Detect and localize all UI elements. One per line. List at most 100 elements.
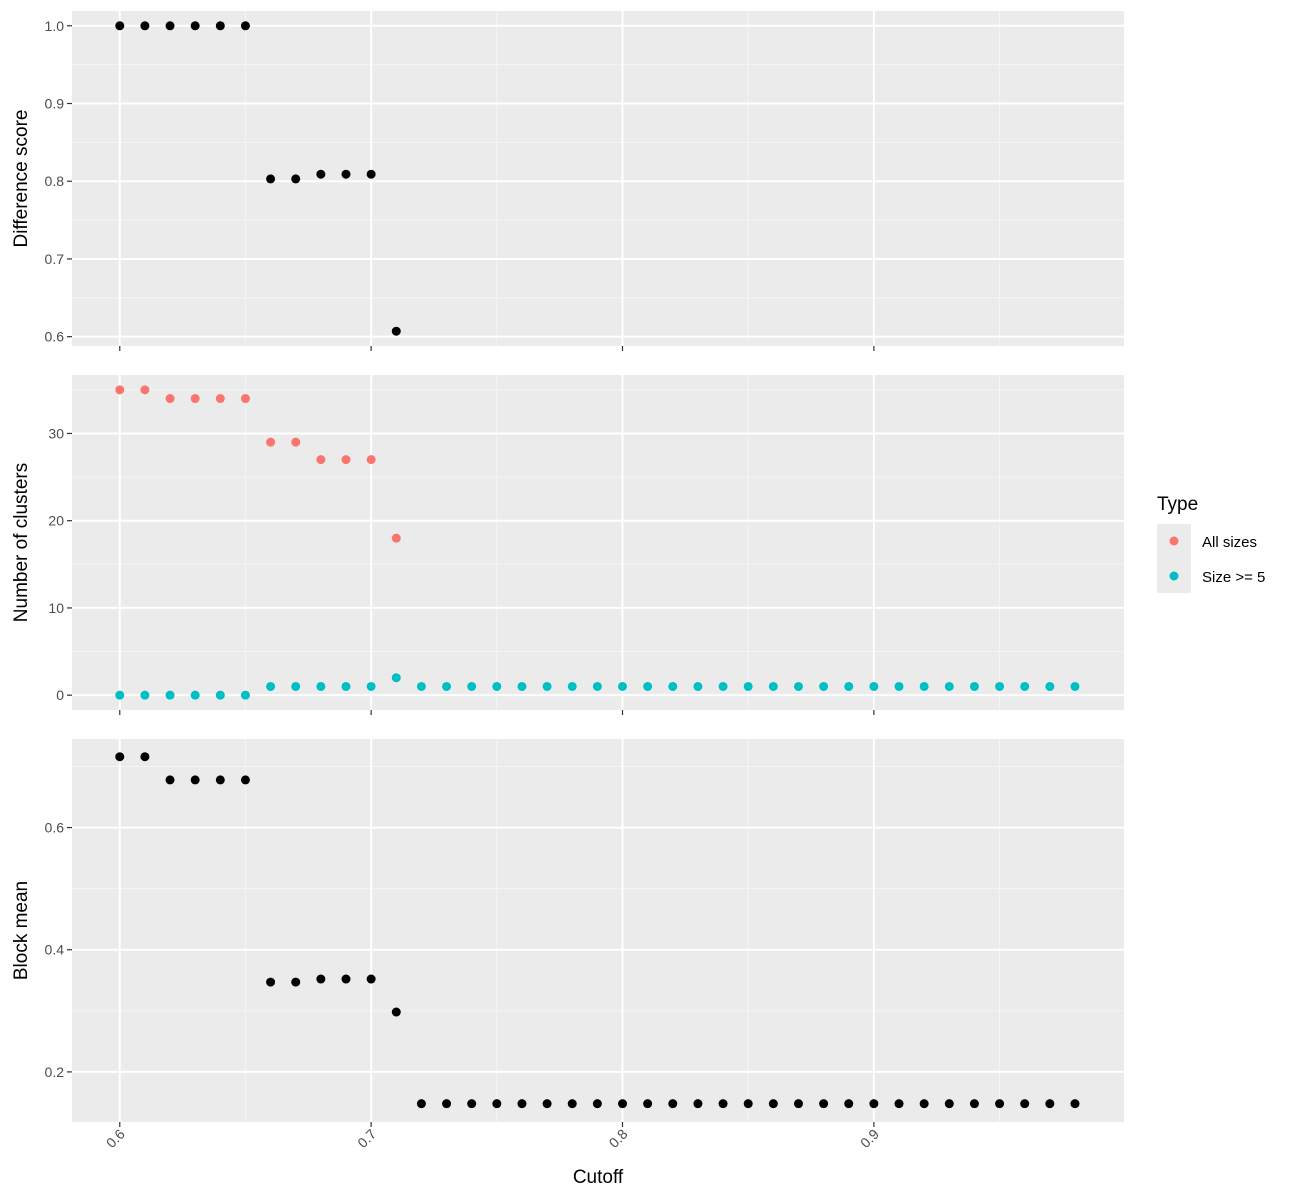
data-point [240, 775, 250, 785]
data-point [115, 690, 125, 700]
data-point [467, 681, 477, 691]
data-point [592, 681, 602, 691]
panel-background [72, 11, 1124, 346]
data-point [793, 681, 803, 691]
legend-key-size-5 [1169, 571, 1179, 581]
legend-label-size-5: Size >= 5 [1202, 569, 1265, 586]
data-point [894, 1099, 904, 1109]
data-point [165, 690, 175, 700]
legend: Type All sizes Size >= 5 [1157, 494, 1265, 593]
data-point [165, 775, 175, 785]
y-tick-label: 0.2 [45, 1064, 65, 1080]
data-point [416, 681, 426, 691]
data-point [115, 752, 125, 762]
data-point [768, 1099, 778, 1109]
y-axis-title: Number of clusters [11, 463, 32, 622]
data-point [592, 1099, 602, 1109]
legend-title: Type [1157, 494, 1198, 515]
data-point [869, 681, 879, 691]
data-point [517, 1099, 527, 1109]
data-point [391, 533, 401, 543]
data-point [542, 1099, 552, 1109]
data-point [668, 681, 678, 691]
panel-number-of-clusters: 0 10 20 30 Number of clusters [11, 375, 1124, 715]
plot-panels: 0.6 0.7 0.8 0.9 1.0 Difference score 0 10 20 30 Nu… [11, 11, 1124, 1127]
data-point [869, 1099, 879, 1109]
data-point [567, 681, 577, 691]
data-point [266, 681, 276, 691]
data-point [341, 681, 351, 691]
data-point [1045, 681, 1055, 691]
data-point [442, 1099, 452, 1109]
data-point [819, 681, 829, 691]
x-tick-label: 0.6 [103, 1126, 128, 1151]
data-point [140, 690, 150, 700]
data-point [391, 326, 401, 336]
legend-key-all-sizes [1169, 536, 1179, 546]
panel-difference-score: 0.6 0.7 0.8 0.9 1.0 Difference score [11, 11, 1124, 351]
data-point [567, 1099, 577, 1109]
y-tick-label: 0.4 [45, 942, 65, 958]
data-point [366, 169, 376, 179]
y-tick-label: 10 [48, 600, 64, 616]
data-point [944, 1099, 954, 1109]
data-point [743, 1099, 753, 1109]
data-point [1020, 1099, 1030, 1109]
x-tick-label: 0.8 [606, 1126, 631, 1151]
data-point [1045, 1099, 1055, 1109]
data-point [416, 1099, 426, 1109]
data-point [643, 681, 653, 691]
data-point [492, 1099, 502, 1109]
y-axis-title: Difference score [11, 110, 32, 248]
data-point [969, 1099, 979, 1109]
data-point [316, 681, 326, 691]
data-point [618, 681, 628, 691]
data-point [190, 775, 200, 785]
data-point [492, 681, 502, 691]
legend-label-all-sizes: All sizes [1202, 534, 1257, 551]
data-point [240, 394, 250, 404]
data-point [266, 174, 276, 184]
data-point [995, 1099, 1005, 1109]
data-point [542, 681, 552, 691]
data-point [291, 437, 301, 447]
data-point [291, 681, 301, 691]
data-point [819, 1099, 829, 1109]
data-point [240, 21, 250, 31]
panel-background [72, 739, 1124, 1122]
data-point [140, 21, 150, 31]
data-point [215, 21, 225, 31]
legend-key-background [1157, 524, 1191, 593]
data-point [190, 21, 200, 31]
data-point [467, 1099, 477, 1109]
data-point [391, 1007, 401, 1017]
data-point [995, 681, 1005, 691]
series-size-5 [115, 673, 1080, 700]
data-point [215, 394, 225, 404]
data-point [618, 1099, 628, 1109]
data-point [140, 385, 150, 395]
data-point [693, 1099, 703, 1109]
data-point [341, 455, 351, 465]
data-point [291, 174, 301, 184]
data-point [969, 681, 979, 691]
data-point [844, 681, 854, 691]
x-axis-title: Cutoff [573, 1167, 624, 1188]
data-point [693, 681, 703, 691]
data-point [115, 21, 125, 31]
data-point [266, 977, 276, 987]
y-tick-label: 0.6 [45, 820, 65, 836]
data-point [1020, 681, 1030, 691]
data-point [316, 169, 326, 179]
y-tick-label: 0.9 [45, 95, 65, 111]
data-point [291, 977, 301, 987]
y-tick-label: 0.7 [45, 251, 65, 267]
data-point [1070, 1099, 1080, 1109]
data-point [341, 974, 351, 984]
data-point [919, 681, 929, 691]
data-point [442, 681, 452, 691]
y-tick-label: 30 [48, 425, 64, 441]
data-point [517, 681, 527, 691]
series-all-sizes [115, 385, 401, 543]
